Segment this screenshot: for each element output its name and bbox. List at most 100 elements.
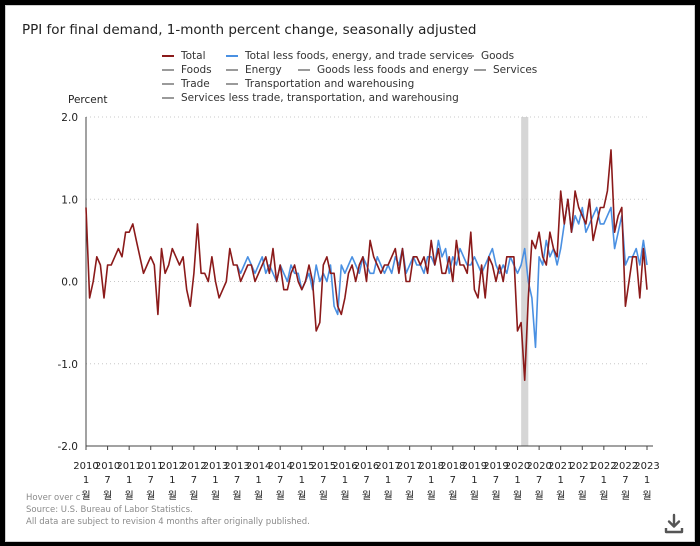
legend-swatch: [226, 69, 238, 71]
y-tick-label: -2.0: [58, 441, 79, 453]
x-tick-label-year: 2021: [570, 461, 595, 472]
x-tick-label-month: 7: [234, 475, 240, 486]
x-tick-label-suffix: 월: [556, 490, 565, 502]
x-tick-label-year: 2011: [138, 461, 163, 472]
x-tick-label-suffix: 월: [621, 490, 630, 502]
x-tick-label-month: 1: [255, 475, 261, 486]
legend-swatch: [162, 97, 174, 99]
x-tick-label-year: 2016: [332, 461, 357, 472]
legend-swatch: [462, 55, 474, 57]
y-tick-label: 2.0: [61, 112, 78, 124]
legend-item-services-less[interactable]: Services less trade, transportation, and…: [162, 92, 459, 104]
x-tick-label-year: 2020: [526, 461, 551, 472]
x-tick-label-month: 1: [169, 475, 175, 486]
x-tick-label-year: 2019: [462, 461, 487, 472]
revision-note: All data are subject to revision 4 month…: [26, 517, 310, 527]
x-tick-label-month: 1: [385, 475, 391, 486]
x-tick-label-year: 2015: [289, 461, 314, 472]
x-tick-label-year: 2017: [375, 461, 400, 472]
legend-item-foods[interactable]: Foods: [162, 64, 212, 76]
x-tick-label-year: 2013: [224, 461, 249, 472]
legend-label: Foods: [181, 64, 212, 76]
x-tick-label-year: 2015: [311, 461, 336, 472]
x-tick-label-month: 1: [601, 475, 607, 486]
chart-title: PPI for final demand, 1-month percent ch…: [22, 22, 477, 38]
x-tick-label-month: 7: [536, 475, 542, 486]
x-tick-label-month: 1: [83, 475, 89, 486]
x-tick-label-month: 1: [428, 475, 434, 486]
x-tick-label-suffix: 월: [254, 490, 263, 502]
source-note: Source: U.S. Bureau of Labor Statistics.: [26, 505, 193, 515]
legend-label: Total: [181, 50, 206, 62]
x-tick-label-month: 1: [558, 475, 564, 486]
x-tick-label-suffix: 월: [81, 490, 90, 502]
hover-note: Hover over c: [26, 493, 81, 503]
x-tick-label-month: 7: [191, 475, 197, 486]
chart-panel: PPI for final demand, 1-month percent ch…: [5, 5, 695, 542]
x-tick-label-year: 2018: [440, 461, 465, 472]
x-tick-label-year: 2014: [267, 461, 292, 472]
x-tick-label-year: 2016: [354, 461, 379, 472]
legend-swatch: [298, 69, 310, 71]
x-tick-label-month: 1: [212, 475, 218, 486]
x-tick-label-year: 2020: [505, 461, 530, 472]
x-tick-label-suffix: 월: [362, 490, 371, 502]
x-tick-label-month: 1: [644, 475, 650, 486]
x-tick-label-month: 7: [406, 475, 412, 486]
x-tick-label-suffix: 월: [340, 490, 349, 502]
y-tick-label: 0.0: [61, 277, 78, 289]
download-icon: [664, 513, 684, 534]
legend-label: Transportation and warehousing: [245, 78, 415, 90]
x-tick-label-suffix: 월: [146, 490, 155, 502]
x-tick-label-month: 7: [277, 475, 283, 486]
x-tick-label-year: 2010: [95, 461, 120, 472]
legend-item-total-less[interactable]: Total less foods, energy, and trade serv…: [226, 50, 473, 62]
x-tick-label-suffix: 월: [535, 490, 544, 502]
x-tick-label-suffix: 월: [491, 490, 500, 502]
x-tick-label-month: 7: [579, 475, 585, 486]
x-tick-label-month: 7: [104, 475, 110, 486]
x-tick-label-year: 2012: [181, 461, 206, 472]
x-tick-label-year: 2019: [483, 461, 508, 472]
legend-label: Services less trade, transportation, and…: [181, 92, 459, 104]
download-button[interactable]: [662, 512, 686, 536]
x-tick-label-year: 2014: [246, 461, 271, 472]
x-tick-label-suffix: 월: [427, 490, 436, 502]
legend-item-goods-less[interactable]: Goods less foods and energy: [298, 64, 469, 76]
x-tick-label-year: 2017: [397, 461, 422, 472]
x-tick-label-suffix: 월: [189, 490, 198, 502]
legend-label: Trade: [181, 78, 210, 90]
legend-item-transportation[interactable]: Transportation and warehousing: [226, 78, 414, 90]
x-tick-label-month: 1: [514, 475, 520, 486]
x-tick-label-year: 2018: [419, 461, 444, 472]
recession-band: [521, 117, 529, 446]
y-tick-label: 1.0: [61, 194, 78, 206]
x-tick-label-year: 2011: [116, 461, 141, 472]
x-tick-label-month: 7: [320, 475, 326, 486]
x-tick-label-month: 1: [299, 475, 305, 486]
x-tick-label-suffix: 월: [276, 490, 285, 502]
x-tick-label-month: 7: [622, 475, 628, 486]
x-tick-label-year: 2021: [548, 461, 573, 472]
legend-swatch: [226, 83, 238, 85]
legend-item-goods[interactable]: Goods: [462, 50, 514, 62]
x-tick-label-suffix: 월: [448, 490, 457, 502]
y-axis-label: Percent: [68, 94, 108, 106]
legend-label: Total less foods, energy, and trade serv…: [245, 50, 473, 62]
x-tick-label-suffix: 월: [470, 490, 479, 502]
x-tick-label-suffix: 월: [125, 490, 134, 502]
legend-swatch: [474, 69, 486, 71]
x-tick-label-suffix: 월: [319, 490, 328, 502]
legend-label: Energy: [245, 64, 282, 76]
legend-item-energy[interactable]: Energy: [226, 64, 282, 76]
x-tick-label-suffix: 월: [211, 490, 220, 502]
x-tick-label-year: 2022: [591, 461, 616, 472]
x-tick-label-suffix: 월: [578, 490, 587, 502]
x-tick-label-suffix: 월: [103, 490, 112, 502]
legend-item-services[interactable]: Services: [474, 64, 537, 76]
x-tick-label-year: 2023: [634, 461, 659, 472]
y-tick-label: -1.0: [58, 359, 79, 371]
legend-item-total[interactable]: Total: [162, 50, 206, 62]
legend-item-trade[interactable]: Trade: [162, 78, 210, 90]
legend-label: Goods less foods and energy: [317, 64, 469, 76]
